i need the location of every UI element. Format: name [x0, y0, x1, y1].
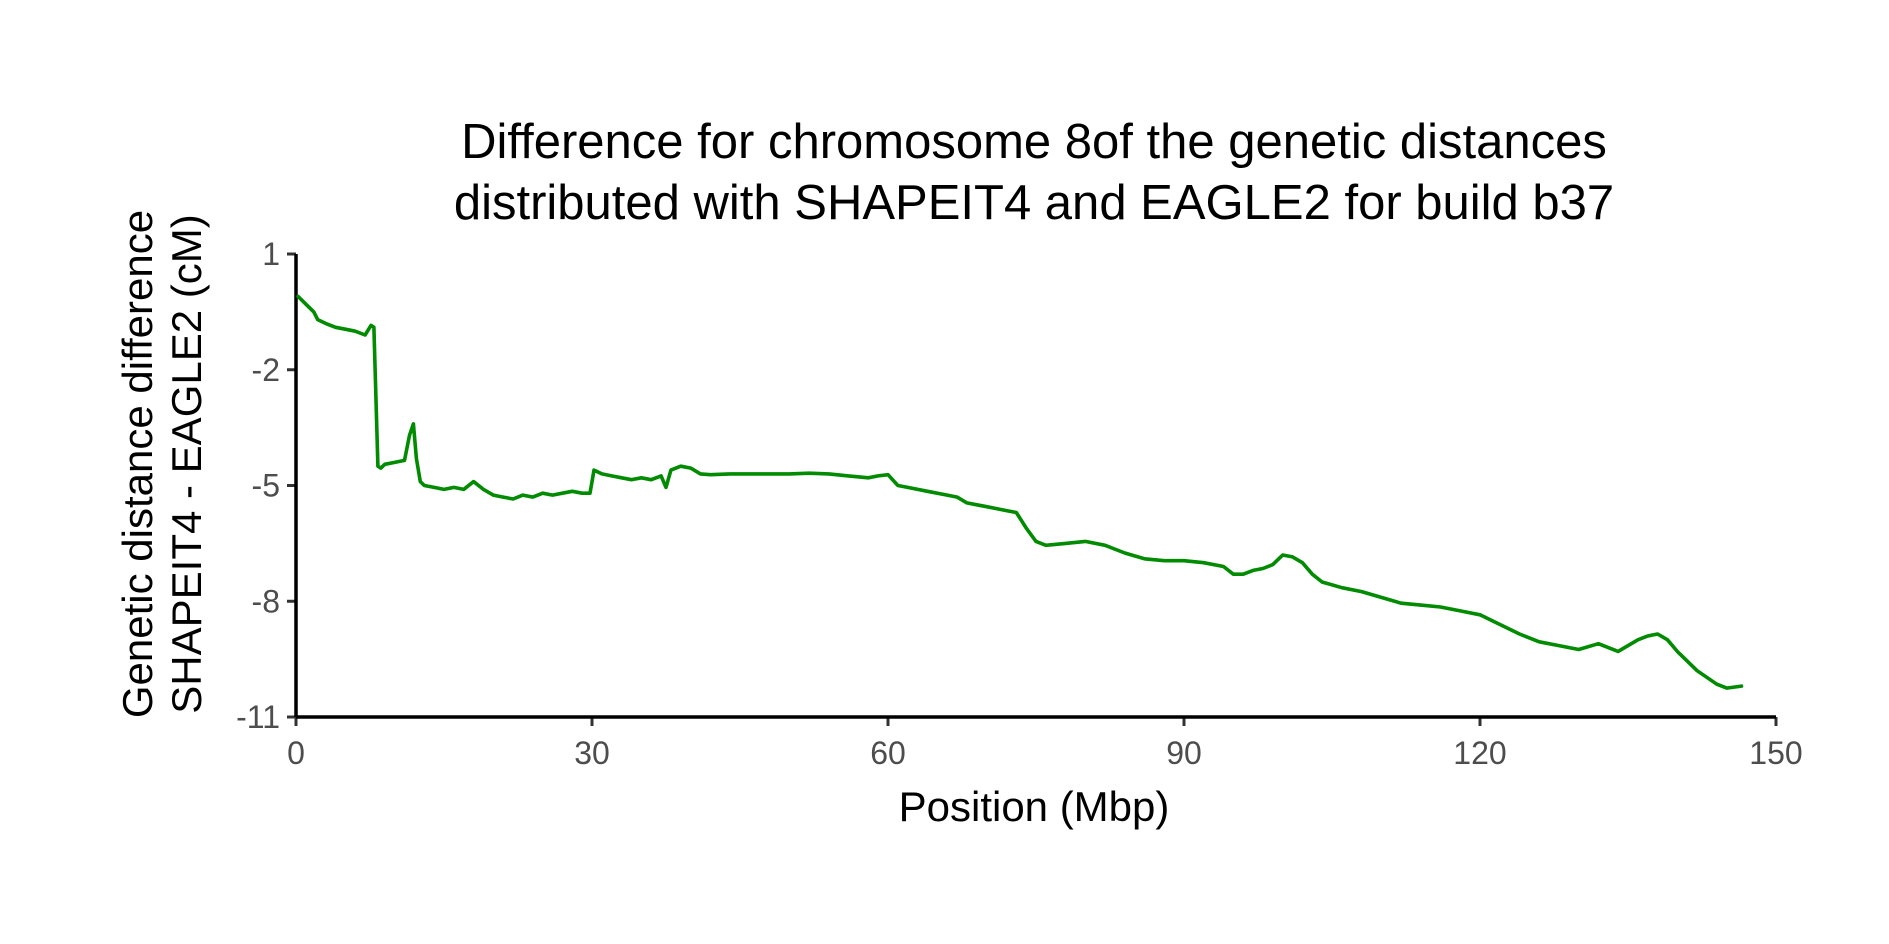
y-axis-title-line-2: SHAPEIT4 - EAGLE2 (cM) [163, 214, 210, 713]
x-axis-title: Position (Mbp) [899, 783, 1170, 830]
chart-title-line-1: Difference for chromosome 8of the geneti… [461, 115, 1607, 169]
chart-title: Difference for chromosome 8of the geneti… [454, 115, 1614, 230]
x-axis-ticks: 0 30 60 90 120 150 [287, 717, 1803, 771]
y-tick-label: -11 [236, 699, 280, 735]
y-tick-label: -5 [252, 468, 280, 504]
x-tick-label: 0 [287, 735, 305, 771]
x-tick-label: 60 [870, 735, 906, 771]
y-tick-label: -2 [252, 352, 280, 388]
x-tick-label: 30 [574, 735, 610, 771]
y-tick-label: -8 [252, 583, 280, 619]
y-tick-label: 1 [262, 236, 280, 272]
y-axis-title: Genetic distance difference SHAPEIT4 - E… [114, 210, 210, 718]
chart-title-line-2: distributed with SHAPEIT4 and EAGLE2 for… [454, 176, 1614, 230]
y-axis-title-line-1: Genetic distance difference [114, 210, 161, 718]
y-axis-ticks: 1 -2 -5 -8 -11 [236, 236, 296, 735]
x-tick-label: 120 [1453, 735, 1506, 771]
x-tick-label: 90 [1166, 735, 1202, 771]
series-group [296, 294, 1744, 690]
series-line [296, 294, 1744, 690]
x-tick-label: 150 [1749, 735, 1802, 771]
